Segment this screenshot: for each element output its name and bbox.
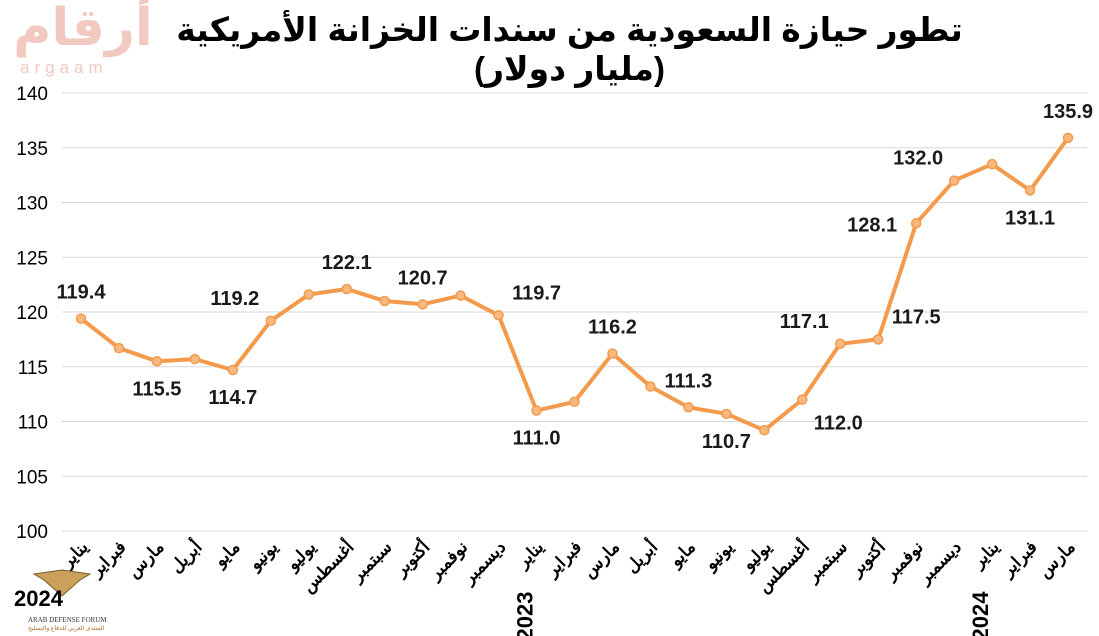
data-point — [607, 348, 618, 359]
data-point — [417, 299, 428, 310]
data-point — [1024, 185, 1036, 196]
shield-emblem-icon — [32, 569, 92, 597]
data-label: 119.2 — [210, 288, 259, 310]
data-label: 128.1 — [847, 214, 897, 236]
data-label: 116.2 — [588, 317, 637, 339]
x-tick-label: أبريل — [620, 535, 662, 577]
data-point — [455, 290, 466, 301]
data-point — [645, 381, 656, 392]
data-point — [1062, 132, 1074, 144]
argaam-logo: أرقام argaam — [8, 0, 158, 80]
data-label: 117.5 — [892, 306, 941, 328]
data-point — [303, 289, 315, 300]
x-tick-label: فبراير — [541, 537, 586, 582]
watermark-arabic: المنتدى العربي للدفاع والتسليح — [28, 626, 105, 632]
y-tick-label: 115 — [18, 358, 48, 379]
data-label: 110.7 — [702, 431, 751, 453]
data-label: 132.0 — [893, 148, 943, 170]
y-tick-label: 100 — [16, 522, 48, 543]
data-point — [797, 394, 808, 405]
x-tick-label: أكتوبر — [388, 535, 435, 582]
data-point — [569, 396, 580, 408]
x-tick-label: مارس — [1035, 537, 1080, 582]
year-label: 2023 — [513, 592, 538, 636]
data-label: 111.0 — [513, 428, 561, 450]
data-point — [683, 402, 694, 413]
data-label: 117.1 — [780, 311, 829, 333]
x-tick-label: يونيو — [244, 537, 282, 575]
data-label: 111.3 — [664, 370, 712, 392]
year-label: 2024 — [968, 591, 993, 636]
data-point — [759, 425, 770, 436]
y-tick-label: 130 — [16, 194, 48, 215]
x-tick-label: فبراير — [997, 537, 1042, 582]
data-point — [531, 405, 542, 416]
y-tick-label: 125 — [16, 248, 48, 269]
data-point — [948, 175, 960, 186]
data-point — [265, 315, 277, 327]
data-label: 135.9 — [1043, 101, 1093, 123]
x-tick-label: سبتمبر — [346, 537, 396, 587]
data-point — [493, 310, 504, 321]
y-tick-label: 110 — [18, 413, 48, 434]
data-label: 112.0 — [814, 413, 863, 435]
data-point — [834, 338, 846, 350]
data-point — [75, 313, 87, 324]
data-label: 114.7 — [208, 387, 257, 409]
x-tick-label: مايو — [665, 537, 700, 572]
data-label: 115.5 — [132, 378, 181, 400]
data-label: 120.7 — [398, 267, 448, 289]
x-tick-label: أكتوبر — [843, 535, 890, 582]
watermark-name: ARAB DEFENSE FORUM — [28, 616, 107, 624]
watermark-year: 2024 — [14, 586, 63, 611]
y-tick-label: 135 — [16, 139, 48, 160]
data-point — [227, 364, 239, 376]
data-label: 131.1 — [1005, 207, 1055, 229]
forum-watermark: 2024 ARAB DEFENSE FORUM المنتدى العربي ل… — [8, 568, 107, 634]
x-tick-label: أبريل — [164, 535, 206, 577]
x-tick-label: مارس — [579, 537, 624, 582]
data-point — [872, 334, 884, 345]
data-point — [189, 353, 201, 365]
data-point — [721, 408, 732, 420]
logo-latin-text: argaam — [20, 58, 108, 77]
data-point — [151, 356, 163, 367]
y-tick-label: 105 — [16, 467, 48, 488]
y-tick-label: 120 — [16, 303, 48, 324]
data-point — [379, 295, 390, 307]
logo-arabic-text: أرقام — [13, 0, 153, 57]
data-label: 119.4 — [57, 282, 107, 304]
x-tick-label: سبتمبر — [802, 537, 852, 587]
data-label: 119.7 — [512, 282, 561, 304]
x-tick-label: مايو — [209, 537, 244, 572]
x-tick-label: يونيو — [700, 537, 738, 575]
x-tick-label: مارس — [124, 537, 169, 582]
data-point — [113, 342, 125, 354]
chart-title: تطور حيازة السعودية من سندات الخزانة الأ… — [176, 11, 963, 87]
data-point — [910, 218, 922, 229]
data-point — [341, 283, 352, 295]
data-label: 122.1 — [322, 252, 372, 274]
data-point — [986, 158, 998, 170]
y-tick-label: 140 — [16, 84, 48, 105]
